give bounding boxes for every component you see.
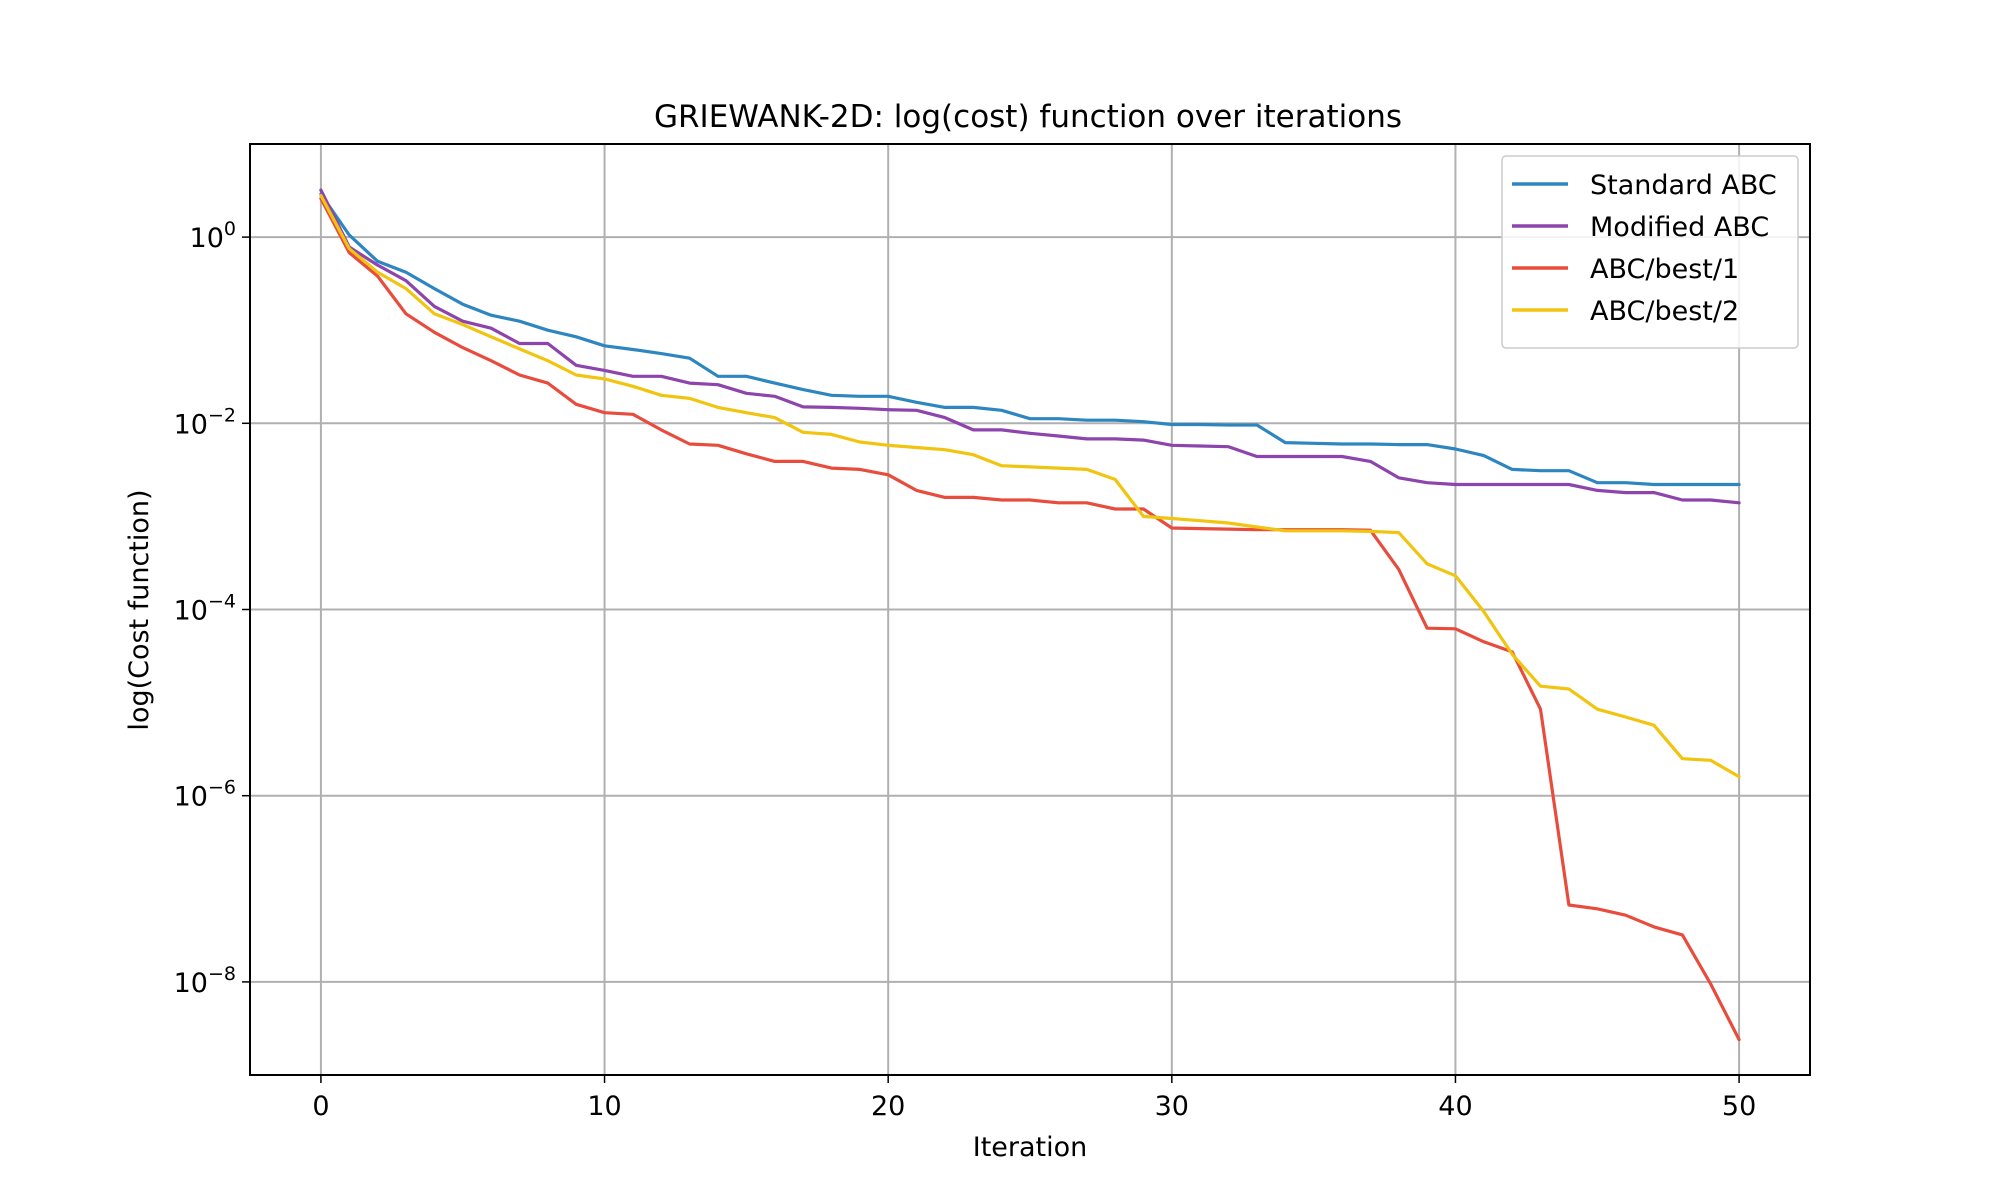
series-line-abc-best-2 [319, 193, 1741, 779]
series-line-abc-best-1 [319, 196, 1741, 1042]
x-axis-label: Iteration [973, 1132, 1088, 1163]
legend-label: Modified ABC [1590, 212, 1769, 243]
y-tick-label: 10−2 [174, 404, 236, 440]
series-line-standard-abc [319, 192, 1741, 487]
y-tick-label: 10−4 [174, 591, 236, 627]
chart-title: GRIEWANK-2D: log(cost) function over ite… [654, 99, 1402, 135]
series-line-modified-abc [319, 188, 1741, 505]
x-tick-label: 30 [1155, 1091, 1189, 1122]
legend-label: Standard ABC [1590, 170, 1777, 201]
legend-box [1501, 155, 1799, 349]
legend: Standard ABC Modified ABC ABC/best/1 ABC/be… [1501, 155, 1799, 349]
x-tick-label: 50 [1722, 1091, 1756, 1122]
x-axis-ticks: 0 10 20 30 40 50 [312, 1075, 1756, 1122]
x-tick-label: 20 [871, 1091, 905, 1122]
y-tick-label: 100 [190, 218, 236, 254]
x-tick-label: 0 [312, 1091, 329, 1122]
y-axis-label: log(Cost function) [124, 489, 155, 730]
x-tick-label: 40 [1438, 1091, 1472, 1122]
y-axis-ticks: 100 10−2 10−4 10−6 10−8 [174, 218, 250, 999]
legend-label: ABC/best/2 [1590, 296, 1739, 327]
x-tick-label: 10 [587, 1091, 621, 1122]
y-tick-label: 10−6 [174, 777, 236, 813]
y-tick-label: 10−8 [174, 963, 236, 999]
legend-label: ABC/best/1 [1590, 254, 1739, 285]
series-lines [319, 188, 1741, 1042]
